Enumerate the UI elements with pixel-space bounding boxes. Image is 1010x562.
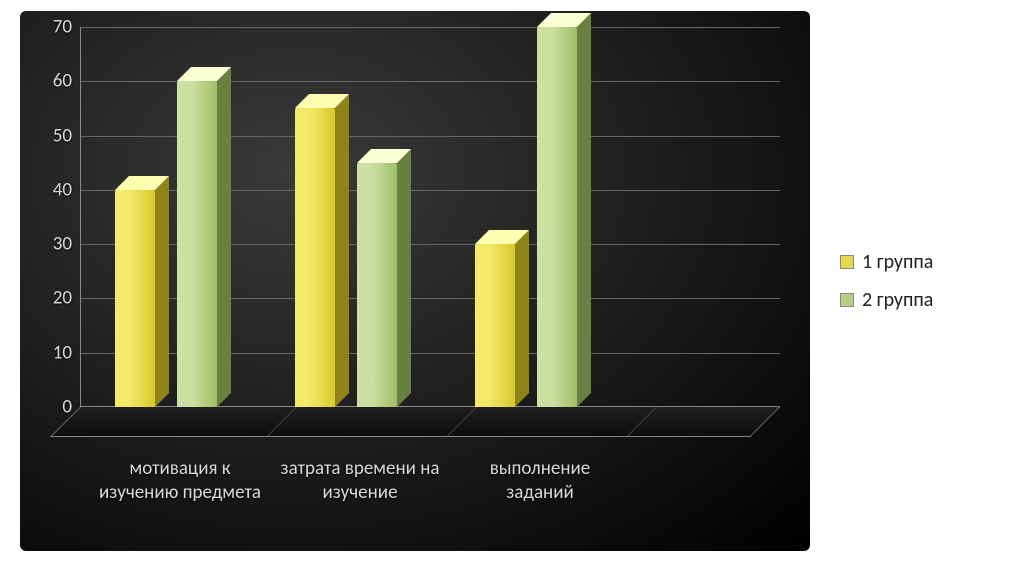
- y-tick-label: 0: [62, 396, 72, 419]
- chart-legend: 1 группа 2 группа: [840, 250, 933, 312]
- bar-side-face: [217, 67, 231, 407]
- bar-front-face: [537, 27, 577, 407]
- y-tick-label: 40: [53, 178, 72, 201]
- gridline: [81, 27, 780, 28]
- chart-container: 0 10 20 30 40 50 60 70 мотивация к изучению пред…: [20, 11, 933, 551]
- bar-front-face: [115, 190, 155, 407]
- legend-item: 1 группа: [840, 250, 933, 274]
- y-tick-label: 70: [53, 16, 72, 39]
- legend-label: 1 группа: [862, 250, 933, 274]
- bar-front-face: [295, 108, 335, 407]
- y-tick-label: 50: [53, 124, 72, 147]
- bar: [115, 190, 155, 407]
- y-tick-label: 20: [53, 287, 72, 310]
- category-label: выполнение заданий: [455, 457, 625, 505]
- legend-label: 2 группа: [862, 288, 933, 312]
- bar-side-face: [577, 13, 591, 407]
- bar-side-face: [515, 230, 529, 407]
- bar: [177, 81, 217, 407]
- chart-floor: [50, 407, 780, 437]
- bar-front-face: [177, 81, 217, 407]
- chart-plot-box: 0 10 20 30 40 50 60 70 мотивация к изучению пред…: [20, 11, 810, 551]
- bar-front-face: [357, 163, 397, 407]
- bar-side-face: [335, 94, 349, 407]
- category-label: затрата времени на изучение: [275, 457, 445, 505]
- bar: [537, 27, 577, 407]
- y-tick-label: 60: [53, 70, 72, 93]
- bar: [357, 163, 397, 407]
- bar: [295, 108, 335, 407]
- bar-side-face: [397, 149, 411, 407]
- legend-swatch: [840, 293, 854, 307]
- y-tick-label: 30: [53, 233, 72, 256]
- y-tick-label: 10: [53, 341, 72, 364]
- bar-side-face: [155, 176, 169, 407]
- legend-swatch: [840, 255, 854, 269]
- bar-front-face: [475, 244, 515, 407]
- plot-area: 010203040506070мотивация к изучению пред…: [80, 27, 780, 437]
- bar: [475, 244, 515, 407]
- category-label: мотивация к изучению предмета: [95, 457, 265, 505]
- legend-item: 2 группа: [840, 288, 933, 312]
